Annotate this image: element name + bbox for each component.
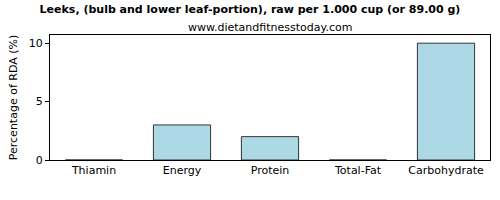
svg-text:Energy: Energy (163, 164, 202, 177)
svg-text:Thiamin: Thiamin (71, 164, 116, 177)
svg-text:Total-Fat: Total-Fat (334, 164, 382, 177)
svg-text:Protein: Protein (251, 164, 290, 177)
svg-text:10: 10 (29, 37, 43, 50)
svg-text:Leeks, (bulb and lower leaf-po: Leeks, (bulb and lower leaf-portion), ra… (40, 3, 461, 16)
svg-text:www.dietandfitnesstoday.com: www.dietandfitnesstoday.com (188, 21, 352, 34)
svg-text:Carbohydrate: Carbohydrate (408, 164, 484, 177)
svg-text:Percentage of RDA (%): Percentage of RDA (%) (7, 35, 20, 160)
svg-text:0: 0 (36, 154, 43, 167)
svg-text:5: 5 (36, 95, 43, 108)
